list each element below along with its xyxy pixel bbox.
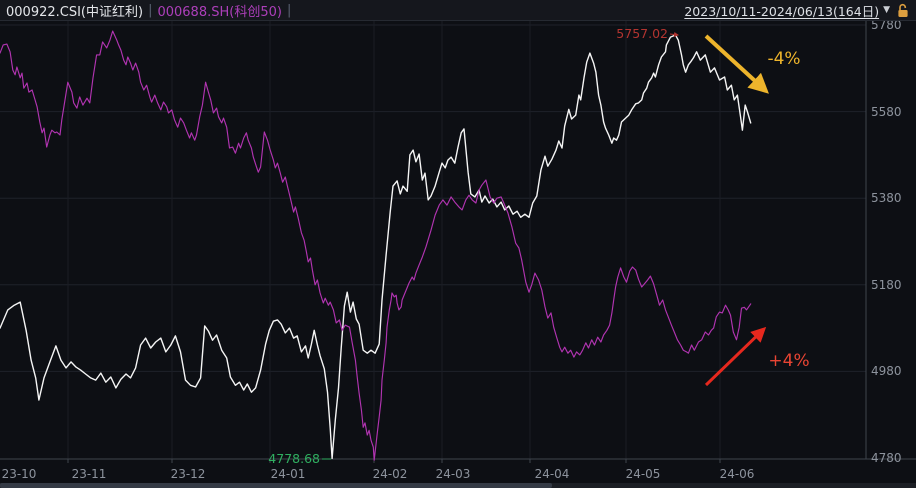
scrollbar-thumb[interactable] [0, 483, 552, 488]
y-axis-label: 4980 [871, 364, 902, 379]
chart-header: 000922.CSI(中证红利) | 000688.SH(科创50) | 202… [0, 0, 916, 21]
x-axis-label: 23-10 [1, 467, 37, 481]
x-axis-label: 23-12 [170, 467, 206, 481]
range-controls: 2023/10/11-2024/06/13(164日) ▼ [684, 1, 910, 20]
x-axis-label: 24-01 [270, 467, 306, 481]
chevron-down-icon[interactable]: ▼ [883, 5, 890, 15]
series-label-000688[interactable]: 000688.SH(科创50) [157, 4, 282, 20]
y-axis-label: 5580 [871, 104, 902, 119]
trend-down-arrow [704, 34, 769, 94]
x-axis-label: 24-02 [372, 467, 408, 481]
x-axis-label: 24-03 [435, 467, 471, 481]
max-value-label: 5757.02 [616, 26, 668, 41]
unlock-icon[interactable] [897, 3, 910, 18]
scrollbar-track[interactable] [0, 483, 916, 488]
y-axis-label: 5780 [871, 18, 902, 32]
series-line-000922 [0, 34, 752, 460]
date-range-selector[interactable]: 2023/10/11-2024/06/13(164日) [684, 3, 880, 19]
separator: | [286, 2, 292, 18]
series-label-000922[interactable]: 000922.CSI(中证红利) [6, 4, 144, 20]
series-line-000688 [0, 30, 752, 461]
trend-down-arrow-label: -4% [767, 49, 800, 69]
x-axis-label: 23-11 [71, 467, 107, 481]
trend-up-arrow-label: +4% [768, 351, 809, 371]
y-axis-label: 5180 [871, 277, 902, 292]
y-axis-label: 5380 [871, 191, 902, 206]
max-value-label-pointer [669, 32, 679, 37]
x-axis-label: 24-05 [625, 467, 661, 481]
y-axis-label: 4780 [871, 451, 902, 465]
trend-up-arrow [704, 326, 767, 387]
min-value-label: 4778.68 [268, 451, 320, 466]
separator: | [148, 2, 153, 18]
x-axis-label: 24-06 [719, 467, 755, 481]
x-axis-label: 24-04 [534, 467, 570, 481]
series-legend: 000922.CSI(中证红利) | 000688.SH(科创50) | [6, 1, 296, 20]
